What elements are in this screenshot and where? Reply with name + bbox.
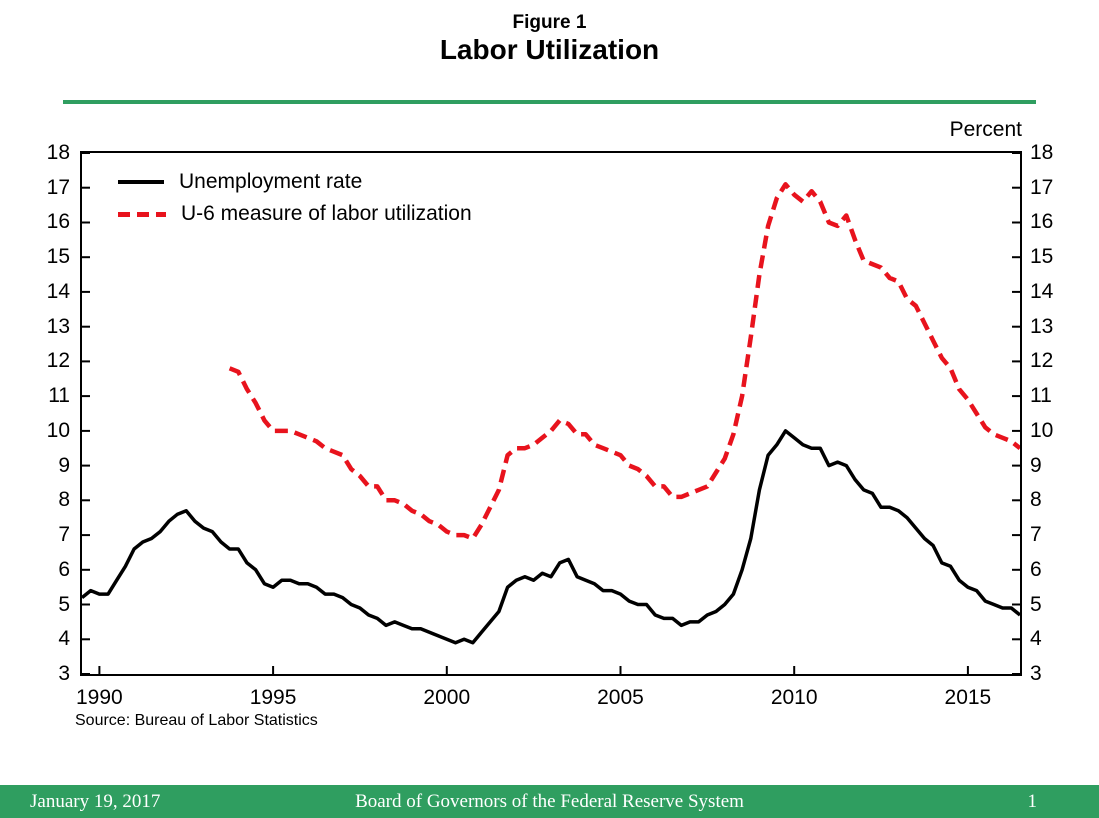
y-axis-unit-label: Percent [949, 118, 1022, 141]
legend-item-u6: U-6 measure of labor utilization [118, 199, 472, 229]
y-tick-label-left: 18 [46, 141, 70, 164]
title-divider-rule [63, 100, 1036, 104]
x-tick-label: 1990 [76, 686, 123, 709]
y-tick-label-right: 18 [1030, 141, 1054, 164]
y-tick-label-right: 12 [1030, 349, 1054, 373]
x-tick-label: 2005 [597, 686, 644, 709]
y-tick-label-left: 11 [48, 384, 70, 408]
y-tick-label-left: 9 [58, 453, 70, 477]
y-tick-label-right: 7 [1030, 523, 1042, 547]
legend-label-u6: U-6 measure of labor utilization [181, 202, 472, 225]
y-tick-label-left: 12 [46, 349, 70, 373]
source-note: Source: Bureau of Labor Statistics [75, 712, 318, 729]
y-tick-label-left: 16 [46, 210, 70, 234]
y-tick-label-right: 8 [1030, 488, 1042, 512]
y-tick-label-right: 17 [1030, 175, 1054, 199]
y-tick-label-right: 3 [1030, 662, 1042, 685]
y-tick-label-left: 5 [58, 592, 70, 616]
footer-page-number: 1 [1027, 791, 1038, 812]
y-tick-label-right: 13 [1030, 314, 1054, 338]
unemployment-line-swatch [118, 180, 164, 184]
y-tick-label-right: 6 [1030, 557, 1042, 581]
page-title: Labor Utilization [439, 34, 660, 65]
footer-organization: Board of Governors of the Federal Reserv… [355, 791, 744, 812]
x-tick-label: 1995 [249, 686, 297, 709]
y-tick-label-left: 7 [58, 523, 70, 547]
y-tick-label-left: 8 [58, 488, 70, 512]
y-tick-label-left: 6 [58, 557, 70, 581]
y-tick-label-left: 3 [58, 662, 70, 685]
chart-canvas [82, 153, 1020, 674]
y-tick-label-left: 17 [46, 175, 70, 199]
y-tick-label-right: 4 [1030, 627, 1042, 651]
y-tick-label-right: 5 [1030, 592, 1042, 616]
figure-number: Figure 1 [512, 12, 587, 33]
x-tick-label: 2015 [944, 686, 992, 709]
footer-date: January 19, 2017 [30, 791, 161, 812]
y-tick-label-left: 4 [58, 627, 70, 651]
chart-legend: Unemployment rate U-6 measure of labor u… [118, 167, 472, 229]
footer-bar: Board of Governors of the Federal Reserv… [0, 785, 1099, 818]
y-tick-label-right: 11 [1030, 384, 1052, 408]
y-tick-label-right: 9 [1030, 453, 1042, 477]
x-tick-label: 2000 [423, 686, 471, 709]
y-tick-label-right: 14 [1030, 279, 1054, 303]
y-tick-label-right: 10 [1030, 418, 1054, 442]
legend-label-unemployment-rate: Unemployment rate [179, 170, 363, 193]
x-tick-label: 2010 [770, 686, 818, 709]
plot-area: Unemployment rate U-6 measure of labor u… [80, 151, 1022, 676]
y-tick-label-right: 16 [1030, 210, 1054, 234]
y-tick-label-right: 15 [1030, 245, 1054, 269]
u6-line-swatch [118, 211, 166, 217]
y-tick-label-left: 13 [46, 314, 70, 338]
y-tick-label-left: 14 [46, 279, 70, 303]
legend-item-unemployment-rate: Unemployment rate [118, 167, 472, 197]
y-tick-label-left: 10 [46, 418, 70, 442]
y-tick-label-left: 15 [46, 245, 70, 269]
